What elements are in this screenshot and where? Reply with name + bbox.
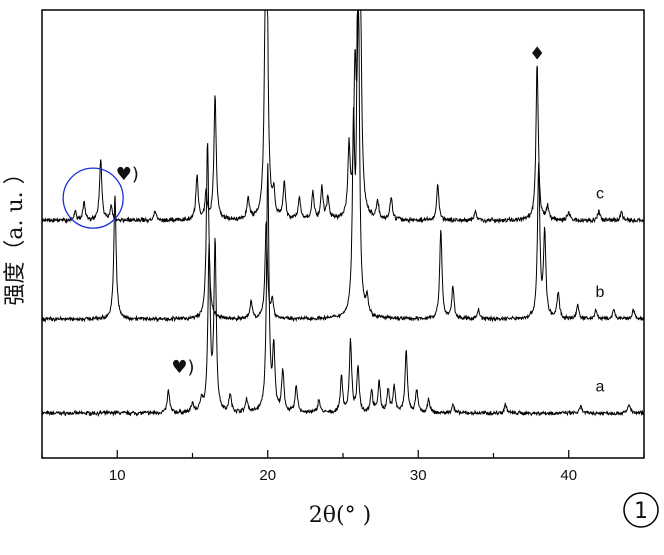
series-label-b: b (596, 284, 605, 301)
series-line-a (41, 163, 645, 418)
highlight-circle (62, 167, 124, 229)
heart-marker-b: ♥) (116, 164, 139, 185)
x-tick-label: 20 (259, 467, 276, 484)
x-tick-label: 40 (560, 467, 577, 484)
y-axis-title: 强度（a. u. ） (3, 162, 28, 305)
series-line-b (41, 9, 645, 323)
series-label-c: c (596, 186, 604, 203)
diamond-marker-c: ♦ (529, 43, 545, 64)
series-layer (41, 9, 645, 418)
x-ticks: 10 20 30 40 (41, 450, 645, 484)
annotations: ♥) ♥) ♦ (62, 43, 545, 378)
figure-number-badge: 1 (623, 492, 659, 528)
badge-number: 1 (634, 499, 648, 524)
badge-circle (623, 492, 659, 528)
heart-marker-a: ♥) (171, 357, 194, 378)
x-axis-title: 2θ(° ) (309, 503, 371, 528)
series-label-a: a (596, 378, 605, 395)
x-tick-label: 30 (410, 467, 427, 484)
plot-area: 10 20 30 40 a b c ♥) ♥) ♦ (41, 9, 645, 484)
x-tick-label: 10 (109, 467, 126, 484)
series-labels: a b c (596, 186, 605, 396)
series-line-c (41, 9, 644, 224)
